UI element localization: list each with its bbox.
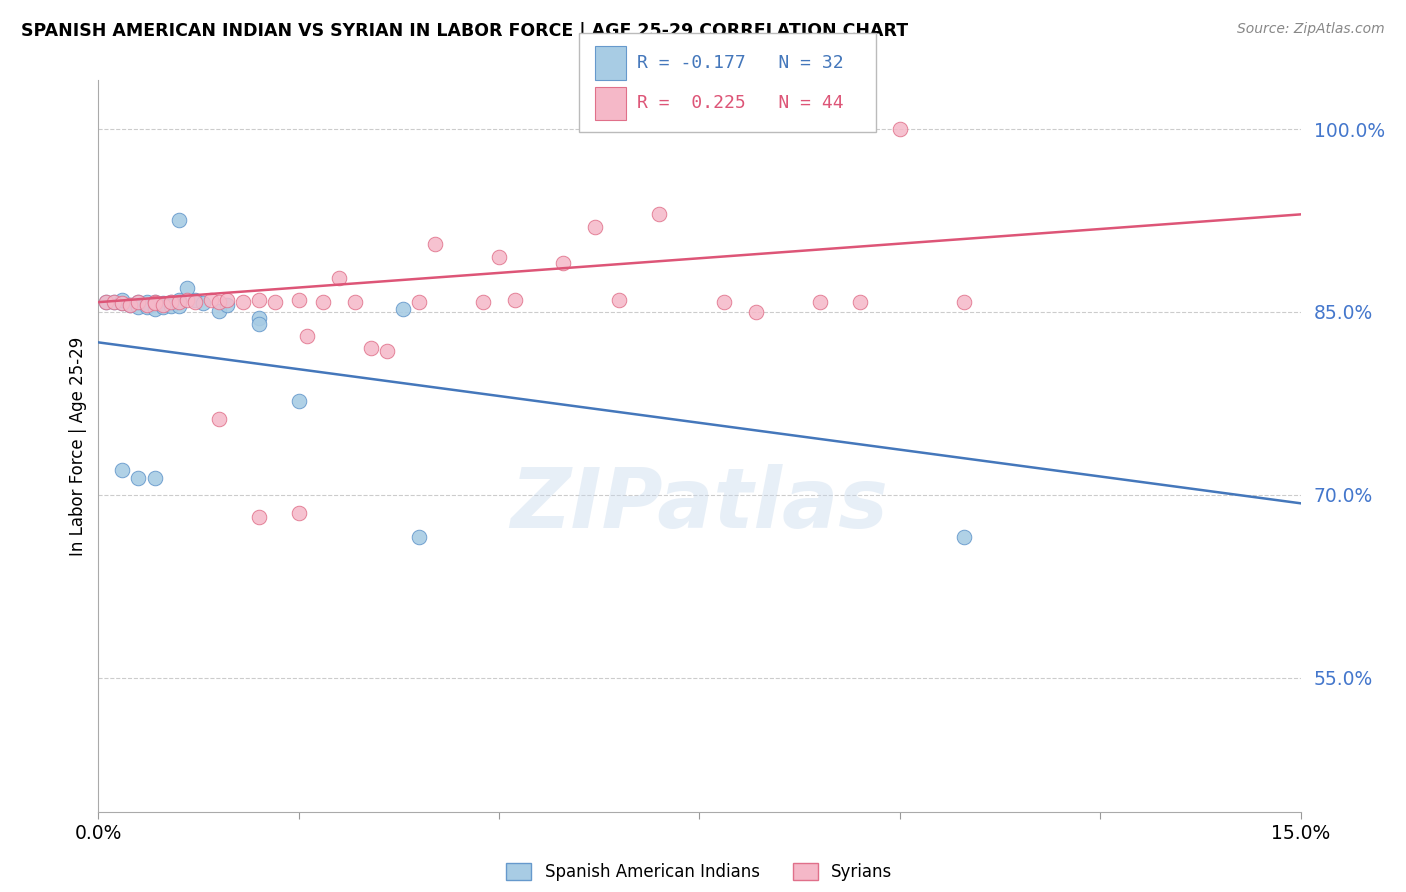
Point — [143, 296, 166, 310]
Point — [167, 293, 190, 307]
Point — [423, 236, 446, 251]
Point — [143, 295, 166, 310]
Text: R = -0.177   N = 32: R = -0.177 N = 32 — [637, 54, 844, 72]
Point — [288, 293, 311, 307]
Point — [953, 531, 976, 545]
Text: SPANISH AMERICAN INDIAN VS SYRIAN IN LABOR FORCE | AGE 25-29 CORRELATION CHART: SPANISH AMERICAN INDIAN VS SYRIAN IN LAB… — [21, 22, 908, 40]
Point — [111, 463, 134, 477]
Point — [648, 207, 671, 221]
Point — [96, 295, 118, 310]
Point — [215, 297, 238, 311]
Point — [503, 293, 526, 307]
Point — [152, 300, 174, 314]
Point — [343, 295, 366, 310]
Point — [472, 295, 495, 310]
Y-axis label: In Labor Force | Age 25-29: In Labor Force | Age 25-29 — [69, 336, 87, 556]
Text: Source: ZipAtlas.com: Source: ZipAtlas.com — [1237, 22, 1385, 37]
Point — [143, 471, 166, 485]
Point — [288, 393, 311, 408]
Point — [360, 342, 382, 356]
Point — [247, 509, 270, 524]
Point — [953, 295, 976, 310]
Point — [167, 295, 190, 310]
Point — [200, 293, 222, 307]
Point — [208, 412, 231, 426]
Point — [849, 295, 872, 310]
Text: R =  0.225   N = 44: R = 0.225 N = 44 — [637, 95, 844, 112]
Point — [128, 295, 150, 310]
Point — [713, 295, 735, 310]
Point — [247, 293, 270, 307]
Point — [263, 295, 285, 310]
Point — [183, 295, 205, 310]
Legend: Spanish American Indians, Syrians: Spanish American Indians, Syrians — [499, 856, 900, 888]
Point — [176, 293, 198, 307]
Point — [120, 297, 142, 311]
Point — [583, 219, 606, 234]
Point — [288, 506, 311, 520]
Point — [375, 343, 398, 358]
Point — [152, 296, 174, 310]
Text: ZIPatlas: ZIPatlas — [510, 464, 889, 545]
Point — [295, 329, 318, 343]
Point — [744, 305, 766, 319]
Point — [135, 297, 157, 311]
Point — [232, 295, 254, 310]
Point — [889, 122, 911, 136]
Point — [392, 302, 415, 317]
Point — [159, 299, 181, 313]
Point — [152, 297, 174, 311]
Point — [553, 256, 575, 270]
Point — [609, 293, 631, 307]
Point — [208, 295, 231, 310]
Point — [488, 250, 510, 264]
Point — [111, 293, 134, 307]
Point — [167, 299, 190, 313]
Point — [120, 297, 142, 311]
Point — [176, 280, 198, 294]
Point — [159, 295, 181, 310]
Point — [247, 317, 270, 331]
Point — [183, 293, 205, 307]
Point — [328, 270, 350, 285]
Point — [408, 531, 430, 545]
Point — [96, 295, 118, 310]
Point — [247, 311, 270, 326]
Point — [191, 296, 214, 310]
Point — [808, 295, 831, 310]
Point — [111, 296, 134, 310]
Point — [159, 295, 181, 310]
Point — [312, 295, 335, 310]
Point — [167, 213, 190, 227]
Point — [128, 295, 150, 310]
Point — [111, 296, 134, 310]
Point — [135, 300, 157, 314]
Point — [208, 303, 231, 318]
Point — [103, 295, 125, 310]
Point — [215, 293, 238, 307]
Point — [408, 295, 430, 310]
Point — [143, 295, 166, 310]
Point — [128, 300, 150, 314]
Point — [103, 295, 125, 310]
Point — [128, 471, 150, 485]
Point — [143, 302, 166, 317]
Point — [135, 295, 157, 310]
